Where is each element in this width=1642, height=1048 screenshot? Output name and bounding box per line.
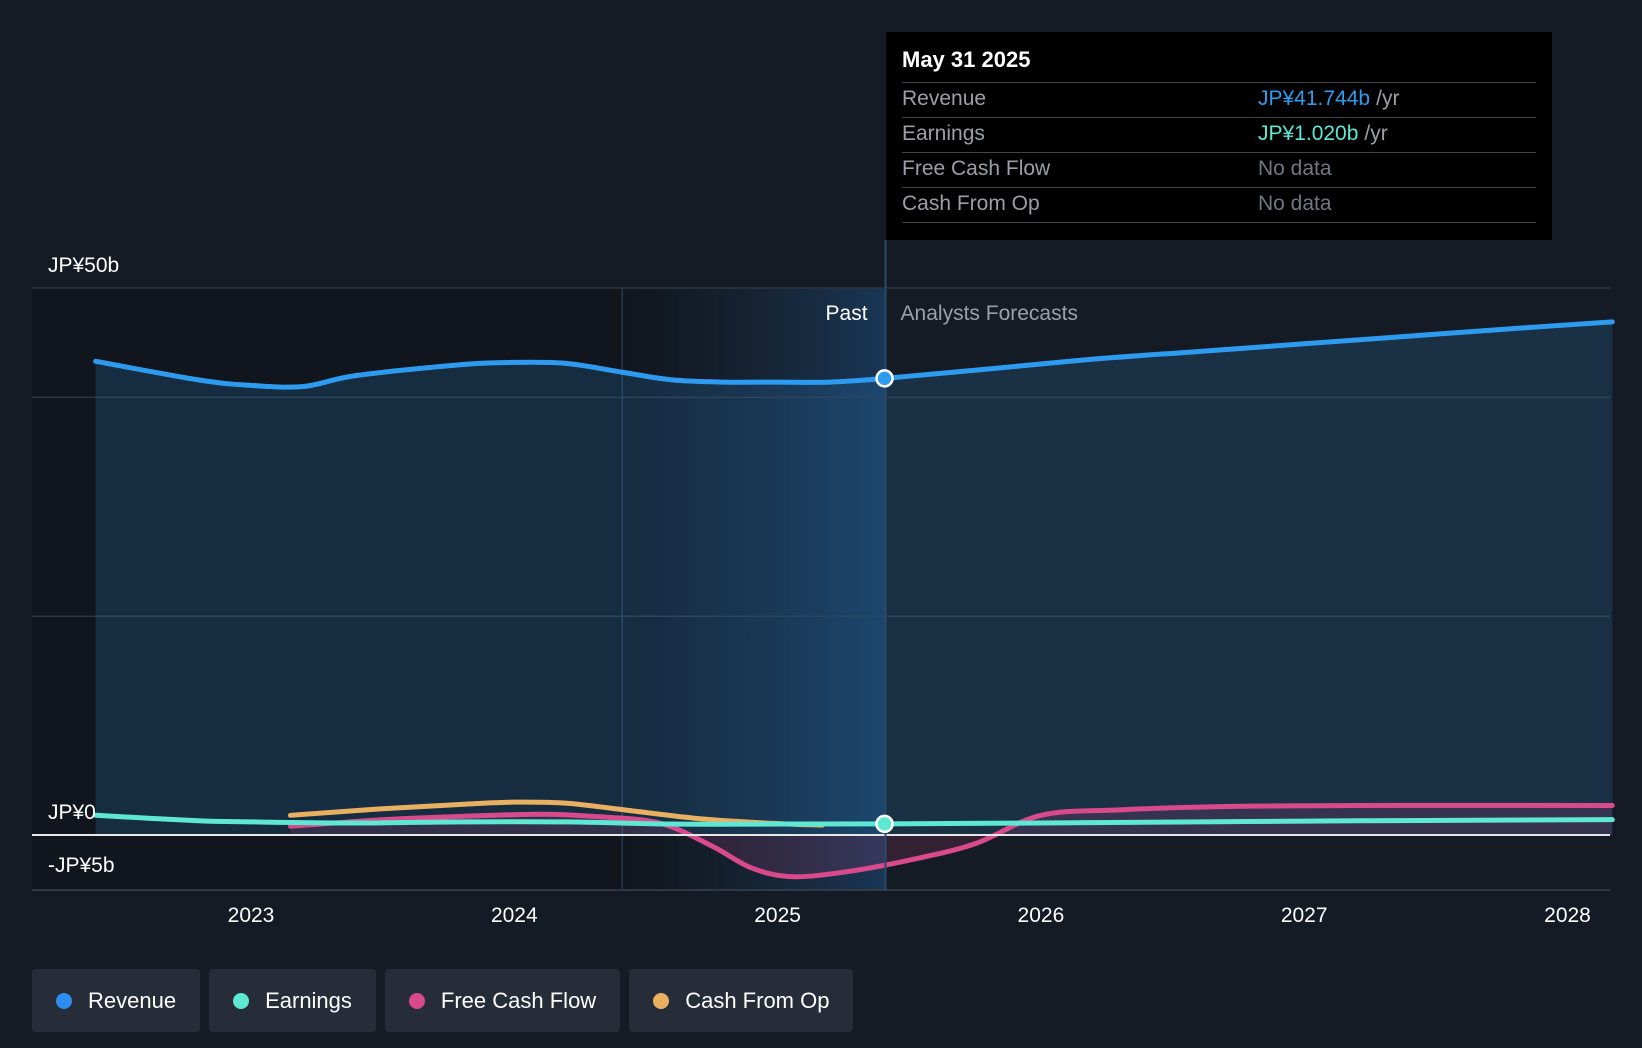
y-label-0: JP¥0 (48, 801, 96, 824)
tooltip-value: No data (1258, 157, 1332, 180)
highlight-region (622, 288, 886, 890)
axis-labels: JP¥50b JP¥0 -JP¥5b 2023 2024 2025 2026 2027 2028… (48, 254, 1591, 927)
revenue-area (95, 321, 1613, 835)
revenue-dot-icon (56, 992, 72, 1009)
y-label-50b: JP¥50b (48, 254, 119, 277)
tooltip-row-earnings: Earnings JP¥1.020b /yr (902, 117, 1536, 152)
past-label: Past (826, 302, 868, 325)
revenue-line (93, 319, 1615, 390)
earnings-marker (875, 814, 894, 834)
legend-label: Free Cash Flow (440, 987, 597, 1013)
x-tick-label: 2024 (491, 904, 538, 927)
earnings-line (93, 812, 1615, 827)
legend-earnings[interactable]: Earnings (209, 969, 376, 1032)
tooltip-unit: /yr (1376, 87, 1400, 110)
legend-revenue[interactable]: Revenue (32, 969, 201, 1032)
tooltip: May 31 2025 Revenue JP¥41.744b /yr Earni… (886, 32, 1552, 240)
x-tick-label: 2027 (1281, 904, 1328, 927)
legend-label: Cash From Op (685, 987, 830, 1013)
tooltip-row-fcf: Free Cash Flow No data (902, 152, 1536, 187)
legend-label: Revenue (88, 987, 177, 1013)
cfo-dot-icon (653, 992, 670, 1009)
tooltip-unit: /yr (1364, 122, 1388, 145)
series-lines (93, 319, 1615, 880)
x-tick-label: 2028 (1544, 904, 1591, 927)
x-tick-label: 2023 (228, 904, 275, 927)
x-tick-label: 2026 (1018, 904, 1065, 927)
legend-free-cash-flow[interactable]: Free Cash Flow (384, 969, 621, 1032)
revenue-marker (875, 369, 894, 388)
legend: Revenue Earnings Free Cash Flow Cash Fro… (32, 969, 854, 1032)
legend-label: Earnings (265, 987, 352, 1013)
earnings-dot-icon (233, 992, 250, 1009)
gridlines (32, 287, 1610, 891)
tooltip-date: May 31 2025 (902, 47, 1031, 72)
tooltip-label: Cash From Op (902, 192, 1040, 215)
y-label-neg5b: -JP¥5b (48, 854, 115, 877)
x-tick-label: 2025 (754, 904, 801, 927)
tooltip-row-cfo: Cash From Op No data (902, 187, 1536, 223)
fcf-dot-icon (408, 992, 425, 1009)
tooltip-label: Earnings (902, 122, 985, 145)
free-cash-flow-line (287, 802, 1615, 880)
tooltip-label: Free Cash Flow (902, 157, 1051, 180)
tooltip-value: JP¥1.020b (1258, 122, 1359, 145)
tooltip-label: Revenue (902, 87, 987, 110)
forecast-label: Analysts Forecasts (901, 302, 1078, 325)
tooltip-row-revenue: Revenue JP¥41.744b /yr (902, 82, 1536, 117)
tooltip-value: JP¥41.744b (1258, 87, 1371, 110)
markers (875, 369, 894, 834)
cash-from-op-line (287, 799, 825, 828)
legend-cash-from-op[interactable]: Cash From Op (629, 969, 854, 1032)
tooltip-value: No data (1258, 192, 1332, 215)
